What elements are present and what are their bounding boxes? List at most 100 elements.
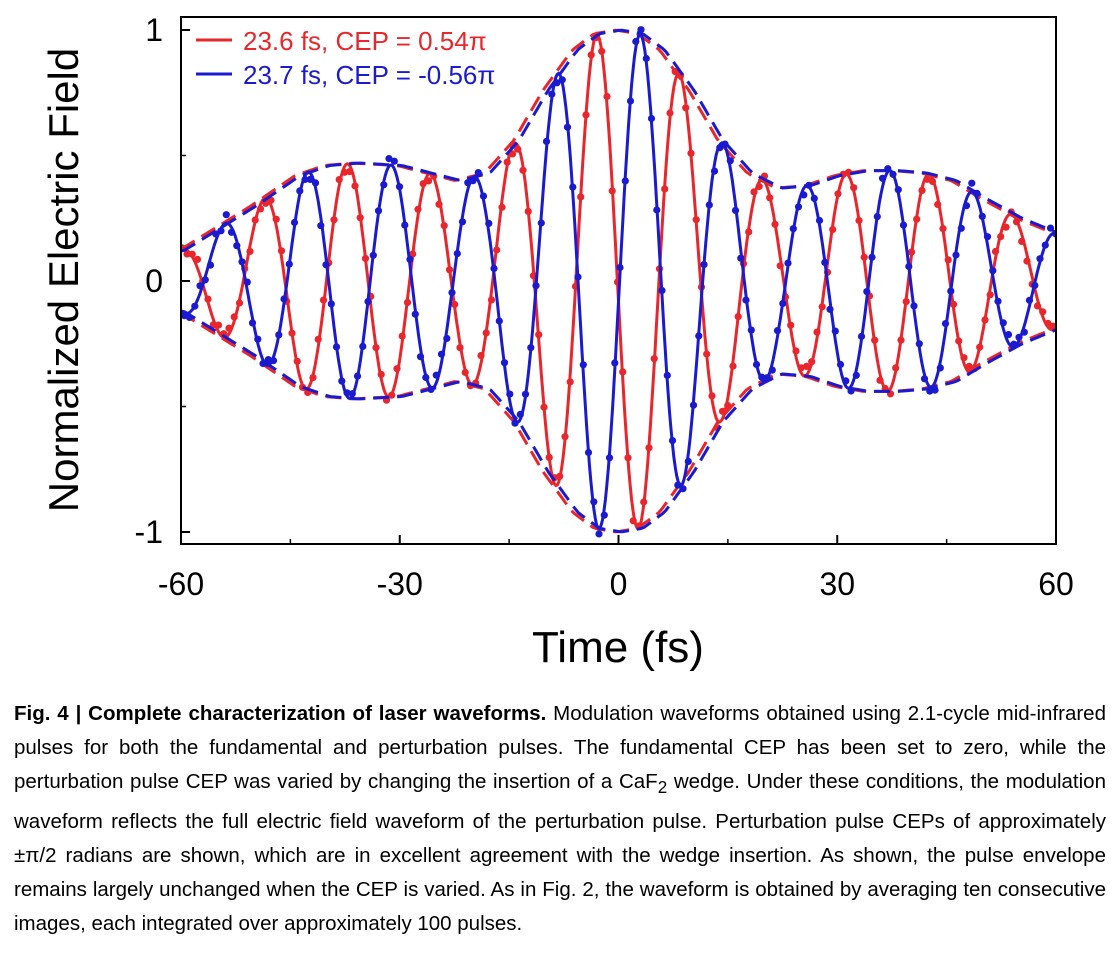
data-point-blue bbox=[359, 342, 367, 350]
caption-body-2: wedge. Under these conditions, the modul… bbox=[14, 770, 1106, 936]
data-point-blue bbox=[317, 222, 325, 230]
data-point-red bbox=[477, 352, 485, 360]
data-point-red bbox=[724, 401, 732, 410]
data-point-blue bbox=[836, 360, 845, 369]
data-point-blue bbox=[574, 273, 582, 281]
data-point-blue bbox=[868, 253, 876, 261]
data-point-blue bbox=[254, 335, 262, 343]
data-point-blue bbox=[348, 390, 356, 398]
data-point-red bbox=[991, 247, 1000, 256]
data-point-red bbox=[540, 403, 548, 411]
data-point-red bbox=[519, 166, 527, 174]
data-point-red bbox=[918, 186, 926, 194]
data-point-red bbox=[183, 250, 191, 258]
x-tick-label: -30 bbox=[377, 566, 423, 602]
data-point-red bbox=[729, 362, 737, 370]
x-axis-title: Time (fs) bbox=[532, 623, 704, 672]
data-point-blue bbox=[338, 377, 346, 385]
data-point-red bbox=[939, 225, 947, 233]
data-point-red bbox=[703, 350, 711, 358]
data-point-red bbox=[256, 205, 265, 213]
data-point-blue bbox=[600, 511, 608, 519]
data-point-blue bbox=[243, 278, 251, 286]
data-point-blue bbox=[1020, 328, 1028, 336]
data-point-red bbox=[818, 303, 826, 311]
data-point-blue bbox=[695, 332, 703, 340]
data-point-blue bbox=[742, 296, 750, 304]
data-point-blue bbox=[952, 251, 960, 259]
data-point-red bbox=[755, 182, 763, 191]
data-point-red bbox=[981, 316, 989, 324]
data-point-red bbox=[487, 296, 496, 304]
data-point-blue bbox=[269, 357, 278, 365]
data-point-blue bbox=[516, 410, 524, 418]
data-point-red bbox=[409, 250, 417, 258]
data-point-blue bbox=[957, 224, 965, 232]
data-point-red bbox=[188, 250, 196, 258]
data-point-blue bbox=[684, 457, 692, 465]
data-point-red bbox=[871, 336, 879, 344]
data-point-red bbox=[734, 313, 742, 321]
data-point-blue bbox=[800, 191, 808, 199]
data-point-red bbox=[944, 256, 952, 264]
data-point-red bbox=[986, 291, 994, 299]
data-point-blue bbox=[212, 230, 220, 238]
data-point-blue bbox=[878, 174, 887, 182]
data-point-blue bbox=[553, 79, 561, 87]
data-point-red bbox=[235, 299, 244, 307]
data-point-red bbox=[514, 145, 522, 153]
data-point-red bbox=[335, 176, 343, 184]
data-point-blue bbox=[1004, 331, 1013, 339]
data-point-blue bbox=[537, 219, 545, 227]
data-point-red bbox=[272, 215, 280, 223]
data-point-blue bbox=[427, 385, 435, 393]
data-point-blue bbox=[227, 228, 236, 236]
data-point-red bbox=[771, 220, 779, 228]
data-point-red bbox=[414, 205, 422, 213]
caption-body-1: Modulation waveforms obtained using 2.1-… bbox=[14, 702, 1106, 793]
figure-caption: Fig. 4 | Complete characterization of la… bbox=[14, 697, 1106, 941]
data-point-blue bbox=[563, 123, 572, 131]
data-point-red bbox=[377, 370, 385, 378]
data-point-blue bbox=[495, 317, 503, 325]
data-point-red bbox=[1039, 308, 1047, 316]
data-point-blue bbox=[532, 282, 540, 290]
data-point-blue bbox=[217, 227, 225, 235]
data-point-red bbox=[1012, 218, 1021, 226]
data-point-red bbox=[424, 177, 433, 185]
data-point-blue bbox=[999, 319, 1007, 327]
data-point-blue bbox=[290, 218, 299, 227]
data-point-blue bbox=[647, 114, 656, 123]
data-point-red bbox=[661, 185, 669, 193]
data-point-red bbox=[314, 335, 322, 343]
legend: 23.6 fs, CEP = 0.54π 23.7 fs, CEP = -0.5… bbox=[196, 26, 495, 90]
data-point-blue bbox=[784, 259, 792, 267]
data-point-blue bbox=[710, 167, 719, 175]
data-point-blue bbox=[689, 401, 698, 409]
data-point-red bbox=[708, 392, 716, 400]
x-tick-label: 30 bbox=[819, 566, 855, 602]
data-point-blue bbox=[448, 289, 456, 297]
data-point-blue bbox=[758, 373, 766, 381]
data-point-blue bbox=[322, 261, 330, 269]
data-point-red bbox=[1002, 223, 1010, 231]
data-point-blue bbox=[327, 300, 335, 308]
data-point-red bbox=[556, 472, 564, 480]
data-point-red bbox=[598, 47, 606, 55]
data-point-blue bbox=[1025, 296, 1034, 304]
data-point-blue bbox=[285, 260, 293, 268]
data-point-blue bbox=[590, 498, 598, 506]
data-point-red bbox=[482, 329, 490, 337]
data-point-blue bbox=[579, 361, 587, 369]
data-point-blue bbox=[390, 157, 398, 165]
data-point-blue bbox=[500, 359, 509, 367]
data-point-blue bbox=[406, 255, 414, 263]
data-point-red bbox=[587, 51, 595, 59]
data-point-blue bbox=[1015, 333, 1023, 341]
data-point-red bbox=[503, 158, 511, 166]
data-point-blue bbox=[485, 219, 493, 227]
data-point-red bbox=[582, 111, 590, 119]
data-point-red bbox=[907, 248, 916, 256]
data-point-blue bbox=[611, 359, 619, 367]
data-point-blue bbox=[668, 437, 677, 445]
